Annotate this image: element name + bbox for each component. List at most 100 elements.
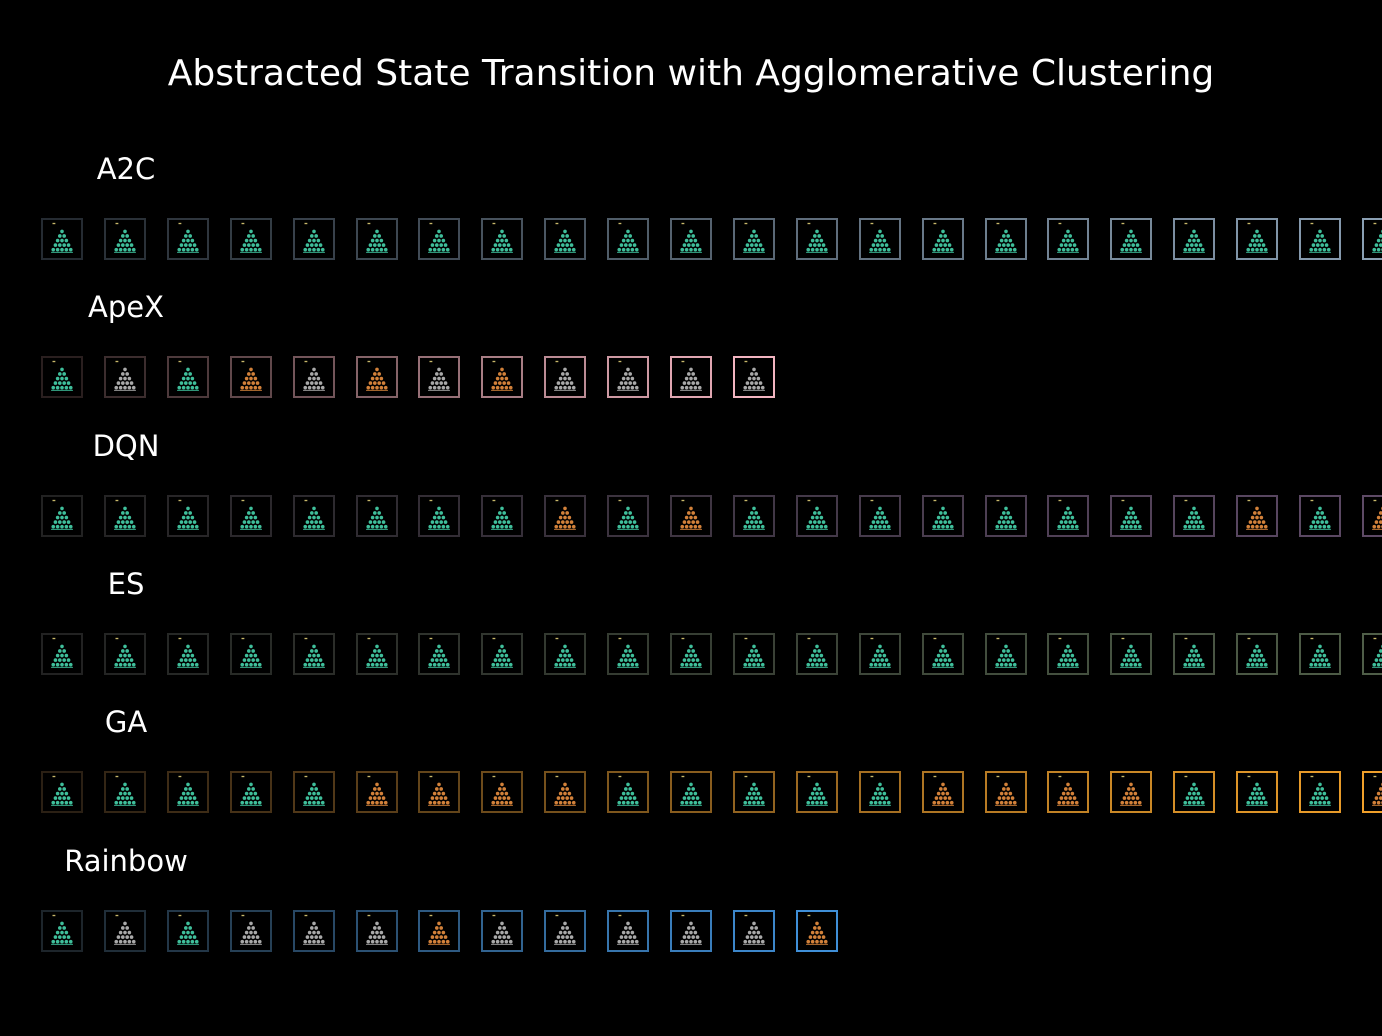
row-label-dqn: DQN bbox=[92, 428, 160, 463]
state-tile bbox=[795, 909, 838, 952]
peg-triangle-icon bbox=[1057, 637, 1080, 668]
peg-triangle-icon bbox=[1183, 499, 1206, 530]
peg-triangle-icon bbox=[302, 499, 325, 530]
state-tile bbox=[1361, 632, 1382, 675]
peg-triangle-icon bbox=[113, 637, 136, 668]
state-tile bbox=[1236, 632, 1279, 675]
peg-triangle-icon bbox=[113, 499, 136, 530]
peg-triangle-icon bbox=[428, 361, 451, 392]
peg-triangle-icon bbox=[51, 499, 73, 530]
state-tile bbox=[544, 356, 587, 399]
peg-triangle-icon bbox=[931, 776, 954, 807]
peg-triangle-icon bbox=[365, 499, 388, 530]
peg-triangle-icon bbox=[805, 499, 828, 530]
state-tile bbox=[1361, 494, 1382, 537]
peg-triangle-icon bbox=[51, 361, 73, 392]
peg-triangle-icon bbox=[1371, 637, 1382, 668]
peg-triangle-icon bbox=[176, 914, 199, 945]
peg-triangle-icon bbox=[1309, 637, 1331, 668]
state-tile bbox=[166, 771, 209, 814]
peg-triangle-icon bbox=[617, 637, 640, 668]
state-tile bbox=[103, 218, 146, 260]
state-tile bbox=[481, 909, 524, 952]
state-tile bbox=[858, 771, 901, 814]
state-tile bbox=[1299, 494, 1341, 537]
peg-triangle-icon bbox=[680, 222, 702, 253]
peg-triangle-icon bbox=[428, 222, 451, 253]
peg-triangle-icon bbox=[176, 637, 199, 668]
state-tile bbox=[1047, 771, 1090, 814]
peg-triangle-icon bbox=[1371, 222, 1382, 253]
state-tile bbox=[607, 494, 650, 537]
state-tile bbox=[1173, 632, 1216, 675]
state-tile bbox=[418, 356, 461, 399]
state-tile bbox=[481, 771, 524, 814]
state-tile bbox=[1047, 494, 1090, 537]
peg-triangle-icon bbox=[617, 914, 640, 945]
peg-triangle-icon bbox=[491, 637, 514, 668]
state-tile bbox=[1110, 771, 1153, 814]
peg-triangle-icon bbox=[742, 637, 765, 668]
peg-triangle-icon bbox=[1183, 776, 1206, 807]
peg-triangle-icon bbox=[365, 776, 388, 807]
state-tile bbox=[670, 909, 712, 952]
state-tile bbox=[355, 632, 398, 675]
peg-triangle-icon bbox=[1246, 637, 1269, 668]
state-tile bbox=[292, 218, 335, 260]
peg-triangle-icon bbox=[1371, 776, 1382, 807]
peg-triangle-icon bbox=[617, 361, 640, 392]
peg-triangle-icon bbox=[805, 776, 828, 807]
peg-triangle-icon bbox=[302, 222, 325, 253]
state-tile bbox=[418, 771, 461, 814]
peg-triangle-icon bbox=[365, 914, 388, 945]
state-tile bbox=[921, 218, 964, 260]
state-tile bbox=[229, 356, 272, 399]
peg-triangle-icon bbox=[51, 776, 73, 807]
state-tile bbox=[795, 632, 838, 675]
peg-triangle-icon bbox=[1120, 637, 1143, 668]
state-tile bbox=[292, 771, 335, 814]
peg-triangle-icon bbox=[302, 361, 325, 392]
peg-triangle-icon bbox=[1057, 776, 1080, 807]
state-tile bbox=[795, 218, 838, 260]
peg-triangle-icon bbox=[302, 776, 325, 807]
peg-triangle-icon bbox=[1309, 776, 1331, 807]
state-tile bbox=[984, 218, 1027, 260]
peg-triangle-icon bbox=[428, 776, 451, 807]
peg-triangle-icon bbox=[680, 776, 702, 807]
row-label-es: ES bbox=[107, 566, 145, 601]
peg-triangle-icon bbox=[428, 499, 451, 530]
state-tile bbox=[921, 494, 964, 537]
peg-triangle-icon bbox=[1183, 637, 1206, 668]
peg-triangle-icon bbox=[51, 637, 73, 668]
state-tile bbox=[544, 218, 587, 260]
peg-triangle-icon bbox=[365, 637, 388, 668]
state-tile bbox=[1236, 494, 1279, 537]
state-tile bbox=[1110, 494, 1153, 537]
peg-triangle-icon bbox=[302, 914, 325, 945]
state-tile bbox=[292, 632, 335, 675]
peg-triangle-icon bbox=[176, 776, 199, 807]
peg-triangle-icon bbox=[176, 222, 199, 253]
state-tile bbox=[41, 356, 83, 399]
state-tile bbox=[166, 632, 209, 675]
peg-triangle-icon bbox=[805, 222, 828, 253]
peg-triangle-icon bbox=[742, 222, 765, 253]
state-tile bbox=[732, 494, 775, 537]
peg-triangle-icon bbox=[1246, 222, 1269, 253]
state-tile bbox=[607, 356, 650, 399]
state-tile bbox=[670, 218, 712, 260]
peg-triangle-icon bbox=[617, 776, 640, 807]
peg-triangle-icon bbox=[554, 914, 577, 945]
state-tile bbox=[103, 771, 146, 814]
peg-triangle-icon bbox=[994, 222, 1017, 253]
state-tile bbox=[1173, 218, 1216, 260]
state-tile bbox=[103, 356, 146, 399]
peg-triangle-icon bbox=[1309, 499, 1331, 530]
state-tile bbox=[732, 632, 775, 675]
peg-triangle-icon bbox=[239, 499, 262, 530]
peg-triangle-icon bbox=[680, 361, 702, 392]
peg-triangle-icon bbox=[1371, 499, 1382, 530]
peg-triangle-icon bbox=[617, 499, 640, 530]
state-tile bbox=[921, 771, 964, 814]
